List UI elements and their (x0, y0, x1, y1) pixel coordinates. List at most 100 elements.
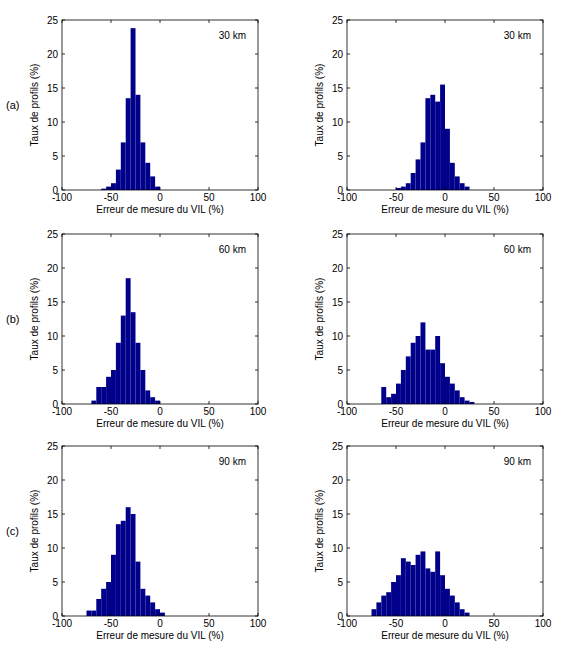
bar (145, 390, 150, 404)
bar (111, 370, 116, 404)
y-tick (347, 122, 350, 123)
x-tick (258, 187, 259, 190)
y-tick (540, 370, 543, 371)
y-tick (347, 234, 350, 235)
y-tick (540, 122, 543, 123)
x-tick-label: -50 (104, 406, 119, 417)
y-tick (255, 582, 258, 583)
y-tick (62, 514, 65, 515)
frame (347, 234, 543, 404)
bar (150, 176, 155, 190)
bar (411, 343, 416, 404)
y-tick (62, 234, 65, 235)
y-label: Taux de profils (%) (29, 490, 40, 573)
bar (101, 387, 106, 404)
y-tick (255, 190, 258, 191)
bar (136, 95, 141, 190)
x-tick (396, 187, 397, 190)
bar (416, 555, 421, 616)
bars (91, 278, 160, 404)
bar (450, 384, 455, 404)
y-tick (540, 268, 543, 269)
y-tick-label: 25 (47, 441, 59, 452)
x-label: Erreur de mesure du VIL (%) (381, 204, 508, 215)
figure: -100-500501000510152025Erreur de mesure … (0, 0, 574, 649)
x-tick (543, 613, 544, 616)
x-tick-label: 50 (488, 406, 500, 417)
y-tick (62, 480, 65, 481)
bars (101, 28, 160, 190)
bar (160, 613, 165, 616)
bar (155, 609, 160, 616)
y-tick (62, 88, 65, 89)
y-tick (540, 446, 543, 447)
bar (401, 558, 406, 616)
y-tick (255, 302, 258, 303)
x-tick (62, 401, 63, 404)
x-tick-label: 50 (203, 618, 215, 629)
y-label: Taux de profils (%) (314, 64, 325, 147)
x-tick-label: 100 (535, 618, 552, 629)
bar (425, 568, 430, 616)
x-tick (62, 446, 63, 449)
x-tick-label: 100 (535, 192, 552, 203)
bar (406, 562, 411, 616)
x-tick (111, 187, 112, 190)
x-tick-label: -50 (104, 192, 119, 203)
bar (87, 611, 92, 616)
bars (381, 322, 474, 404)
bar (460, 183, 465, 190)
annotation: 60 km (504, 244, 531, 255)
bar (416, 159, 421, 190)
x-tick-label: -50 (389, 618, 404, 629)
panel: -100-500501000510152025Erreur de mesure … (6, 229, 267, 430)
x-label: Erreur de mesure du VIL (%) (381, 418, 508, 429)
y-tick (540, 514, 543, 515)
y-tick (255, 370, 258, 371)
y-tick (347, 190, 350, 191)
y-tick (255, 336, 258, 337)
frame (347, 446, 543, 616)
y-tick (255, 268, 258, 269)
x-tick (347, 20, 348, 23)
y-label: Taux de profils (%) (314, 490, 325, 573)
x-tick (396, 446, 397, 449)
x-tick-label: 100 (250, 406, 267, 417)
x-tick (396, 401, 397, 404)
bar (91, 401, 96, 404)
bar (116, 524, 121, 616)
y-tick (255, 446, 258, 447)
x-tick (347, 401, 348, 404)
bars (372, 551, 470, 616)
panel-label: (c) (6, 525, 19, 537)
bar (131, 312, 136, 404)
bar (445, 377, 450, 404)
x-label: Erreur de mesure du VIL (%) (381, 630, 508, 641)
bar (440, 575, 445, 616)
y-tick (255, 514, 258, 515)
x-tick (111, 401, 112, 404)
bar (455, 176, 460, 190)
y-tick (255, 480, 258, 481)
bar (435, 336, 440, 404)
x-tick (258, 613, 259, 616)
x-tick (209, 446, 210, 449)
bar (116, 170, 121, 190)
bar (91, 611, 96, 616)
x-tick-label: 100 (535, 406, 552, 417)
x-tick-label: 0 (442, 618, 448, 629)
bar (421, 551, 426, 616)
bar (111, 183, 116, 190)
x-tick (543, 234, 544, 237)
y-tick (255, 616, 258, 617)
x-tick (258, 20, 259, 23)
bar (435, 551, 440, 616)
bar (430, 95, 435, 190)
x-tick (396, 234, 397, 237)
y-tick (347, 548, 350, 549)
y-tick (347, 302, 350, 303)
y-tick (540, 88, 543, 89)
annotation: 30 km (219, 30, 246, 41)
y-tick-label: 15 (332, 509, 344, 520)
bar (455, 390, 460, 404)
